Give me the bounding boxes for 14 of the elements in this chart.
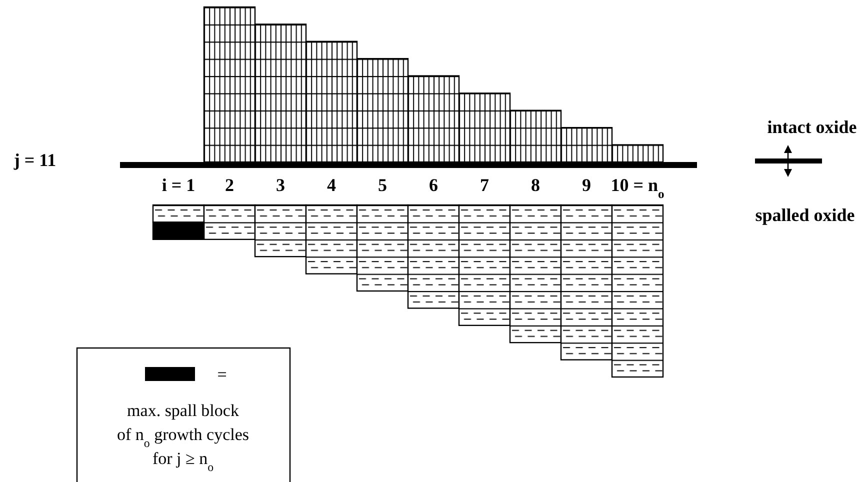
x-tick-label: 9 (582, 175, 591, 195)
x-tick-label: 3 (276, 175, 285, 195)
text: j = 11 (12, 150, 56, 170)
x-tick-label: 10 = n$_{o}$ (610, 175, 664, 201)
text: intact oxide (767, 117, 857, 137)
legend-label: = max. spall block of n$_{o}$ growth cycles for j ≥ n$_{o}$ (116, 365, 250, 474)
x-tick-label: 6 (429, 175, 438, 195)
x-tick-label: 8 (531, 175, 540, 195)
x-tick-label: 7 (480, 175, 489, 195)
x-tick-label: 2 (225, 175, 234, 195)
text: spalled oxide (755, 205, 855, 225)
x-tick-label: i = 1 (162, 175, 196, 195)
x-tick-label: 4 (327, 175, 336, 195)
x-tick-label: 5 (378, 175, 387, 195)
